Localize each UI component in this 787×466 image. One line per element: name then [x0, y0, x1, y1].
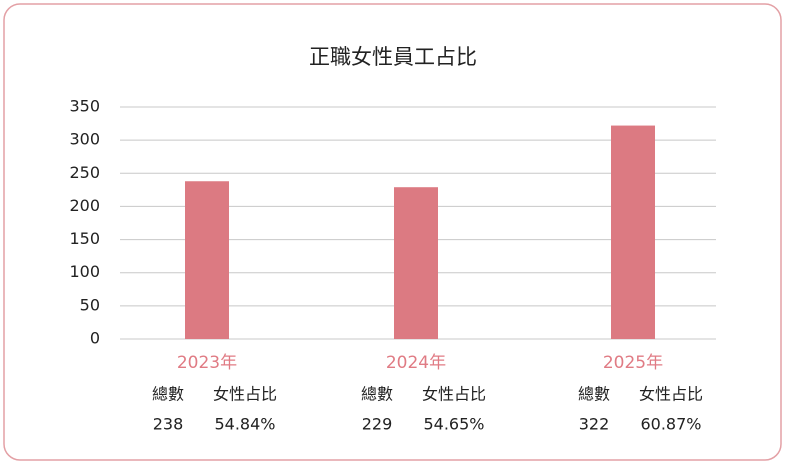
- table-header: 總數: [578, 385, 610, 404]
- table-header: 女性占比: [422, 385, 486, 404]
- bar: [394, 187, 438, 339]
- x-tick-label: 2024年: [386, 353, 446, 373]
- y-tick-label: 50: [80, 295, 100, 314]
- y-tick-label: 0: [90, 329, 100, 348]
- x-tick-label: 2025年: [603, 353, 663, 373]
- chart-title: 正職女性員工占比: [309, 45, 477, 69]
- y-tick-label: 200: [69, 196, 100, 215]
- bar: [611, 125, 655, 339]
- y-tick-label: 350: [69, 97, 100, 116]
- bar: [185, 181, 229, 339]
- total-value: 229: [362, 415, 393, 434]
- table-header: 女性占比: [639, 385, 703, 404]
- table-header: 總數: [152, 385, 184, 404]
- female-share: 54.65%: [423, 415, 484, 434]
- table-header: 總數: [361, 385, 393, 404]
- female-share: 54.84%: [214, 415, 275, 434]
- y-tick-label: 250: [69, 163, 100, 182]
- female-share: 60.87%: [640, 415, 701, 434]
- x-tick-label: 2023年: [177, 353, 237, 373]
- total-value: 322: [579, 415, 610, 434]
- total-value: 238: [153, 415, 184, 434]
- y-tick-label: 100: [69, 262, 100, 281]
- y-tick-label: 300: [69, 130, 100, 149]
- y-tick-label: 150: [69, 229, 100, 248]
- table-header: 女性占比: [213, 385, 277, 404]
- card-border: [3, 3, 782, 461]
